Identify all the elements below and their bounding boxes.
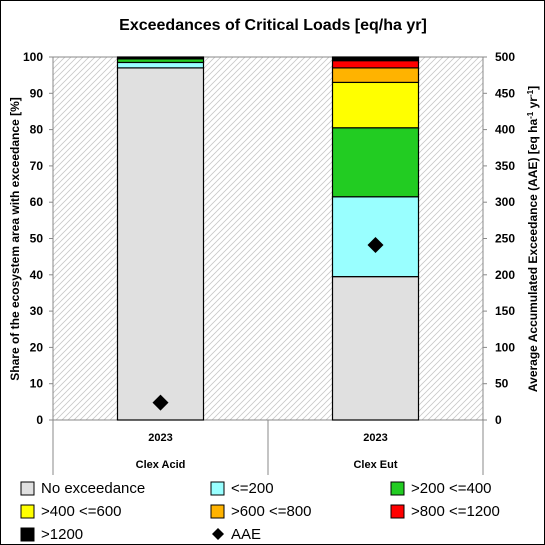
y-tick-right: 200 (495, 268, 515, 282)
y-axis-label-right-end: ] (526, 86, 540, 90)
legend-marker-aae (212, 528, 224, 540)
legend-swatch (390, 504, 405, 519)
legend-label: >800 <=1200 (411, 503, 500, 520)
y-tick-right: 50 (495, 377, 509, 391)
y-axis-label-left: Share of the ecosystem area with exceeda… (8, 97, 22, 380)
y-axis-label-right-mid: yr (526, 97, 540, 112)
y-tick-left: 0 (36, 413, 43, 427)
legend-label: AAE (231, 526, 261, 543)
bar-segment (331, 60, 420, 69)
y-tick-left: 70 (30, 159, 44, 173)
y-tick-right: 150 (495, 304, 515, 318)
category-year-label: 2023 (363, 432, 387, 444)
bar-segment (116, 56, 205, 60)
legend-label: No exceedance (41, 480, 145, 497)
legend-label: >200 <=400 (411, 480, 492, 497)
bar-segment (331, 67, 420, 84)
y-tick-right: 450 (495, 86, 515, 100)
y-tick-right: 250 (495, 232, 515, 246)
category-year-label: 2023 (148, 432, 172, 444)
y-tick-left: 10 (30, 377, 44, 391)
chart-legend: No exceedance <=200 >200 <=400 >400 <=600 >6… (20, 480, 500, 543)
y-tick-left: 80 (30, 123, 44, 137)
bar-segment (331, 196, 420, 278)
y-tick-left: 20 (30, 340, 44, 354)
legend-swatch (390, 481, 405, 496)
bar-segment (331, 81, 420, 129)
y-tick-left: 60 (30, 195, 44, 209)
y-tick-right: 350 (495, 159, 515, 173)
legend-swatch (20, 481, 35, 496)
y-tick-left: 50 (30, 232, 44, 246)
y-axis-label-right-sup2: -1 (526, 89, 535, 97)
aae-marker (367, 237, 384, 254)
y-tick-left: 90 (30, 86, 44, 100)
legend-swatch (20, 504, 35, 519)
y-tick-right: 400 (495, 123, 515, 137)
legend-label: >600 <=800 (231, 503, 312, 520)
bar-segment (331, 56, 420, 62)
y-tick-right: 100 (495, 340, 515, 354)
bar-segment (116, 67, 205, 421)
y-tick-left: 40 (30, 268, 44, 282)
bar-segment (331, 127, 420, 198)
y-axis-label-right-main: Average Accumulated Exceedance (AAE) [eq… (526, 119, 540, 393)
bar-segment (116, 61, 205, 69)
y-axis-label-right: Average Accumulated Exceedance (AAE) [eq… (526, 86, 540, 392)
legend-swatch (210, 504, 225, 519)
y-tick-left: 100 (23, 50, 43, 64)
y-tick-right: 300 (495, 195, 515, 209)
legend-label: >1200 (41, 526, 83, 543)
legend-swatch (20, 527, 35, 542)
y-tick-right: 500 (495, 50, 515, 64)
chart-title: Exceedances of Critical Loads [eq/ha yr] (119, 17, 427, 34)
y-tick-right: 0 (495, 413, 502, 427)
legend-label: >400 <=600 (41, 503, 122, 520)
legend-label: <=200 (231, 480, 274, 497)
legend-swatch (210, 481, 225, 496)
aae-marker (152, 394, 169, 411)
category-label: Clex Acid (136, 459, 186, 471)
y-tick-left: 30 (30, 304, 44, 318)
bar-segment (331, 276, 420, 421)
y-axis-label-right-sup1: -1 (526, 111, 535, 119)
category-label: Clex Eut (353, 459, 397, 471)
